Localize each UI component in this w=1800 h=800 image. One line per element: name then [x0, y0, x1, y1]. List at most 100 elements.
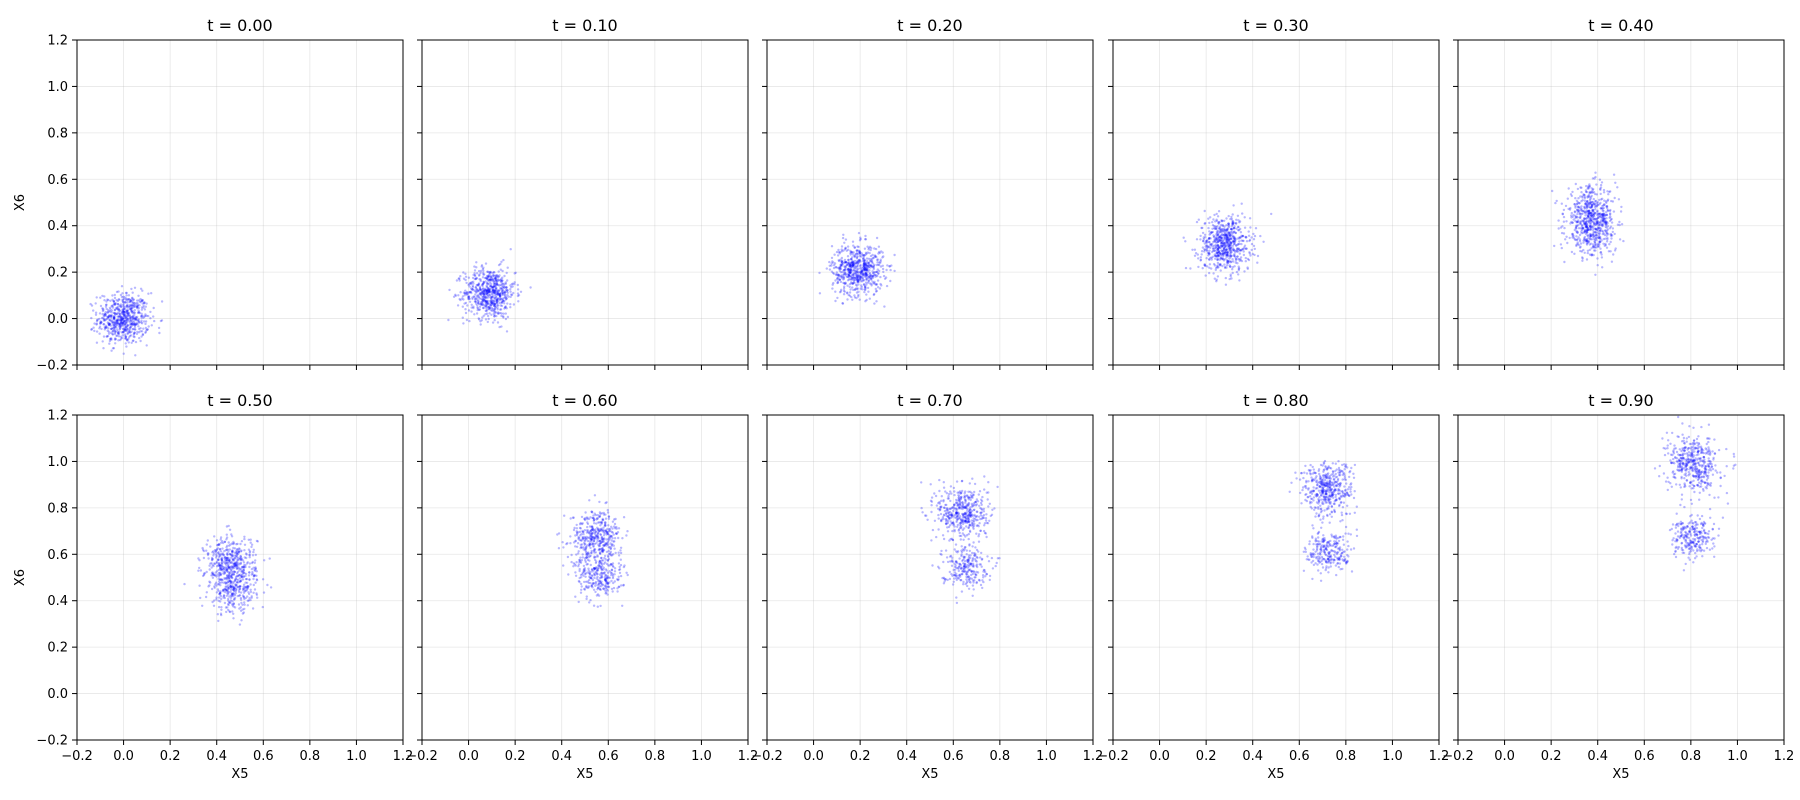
scatter-point	[855, 249, 858, 252]
scatter-point	[1239, 256, 1243, 259]
scatter-point	[492, 285, 495, 289]
scatter-point	[469, 290, 473, 293]
scatter-point	[1591, 177, 1595, 180]
scatter-point	[123, 316, 127, 320]
scatter-point	[1244, 260, 1248, 263]
scatter-point	[497, 279, 500, 282]
scatter-point	[495, 282, 498, 286]
scatter-point	[113, 315, 116, 318]
scatter-point	[500, 301, 503, 305]
scatter-point	[857, 231, 861, 235]
scatter-point	[130, 310, 133, 313]
scatter-point	[131, 310, 135, 313]
scatter-point	[496, 283, 499, 286]
scatter-point	[481, 288, 485, 291]
scatter-point	[460, 297, 464, 300]
x-tick-label: 0.8	[300, 749, 321, 764]
scatter-point	[589, 516, 592, 519]
scatter-point	[485, 289, 488, 293]
scatter-point	[124, 320, 128, 323]
scatter-point	[1236, 214, 1240, 217]
scatter-point	[586, 571, 589, 574]
scatter-point	[147, 325, 150, 328]
scatter-point	[852, 288, 855, 292]
scatter-point	[1565, 220, 1568, 223]
scatter-point	[266, 583, 269, 587]
scatter-point	[504, 281, 507, 284]
scatter-point	[119, 293, 123, 297]
scatter-point	[566, 555, 570, 559]
scatter-point	[578, 580, 581, 584]
scatter-point	[143, 315, 146, 318]
scatter-point	[881, 264, 884, 267]
scatter-point	[498, 298, 502, 302]
scatter-point	[119, 326, 122, 329]
scatter-point	[133, 332, 136, 335]
scatter-point	[600, 521, 603, 524]
scatter-point	[487, 283, 491, 286]
scatter-point	[139, 300, 142, 303]
scatter-point	[1216, 233, 1220, 237]
scatter-point	[217, 568, 220, 572]
scatter-point	[119, 315, 122, 318]
scatter-point	[104, 311, 107, 314]
scatter-point	[231, 610, 234, 613]
scatter-point	[841, 270, 844, 274]
scatter-point	[223, 549, 226, 553]
scatter-point	[251, 554, 255, 557]
scatter-point	[1230, 215, 1233, 219]
scatter-point	[459, 275, 462, 278]
scatter-point	[1599, 183, 1603, 187]
scatter-point	[243, 597, 246, 601]
scatter-point	[126, 324, 129, 327]
x-tick-label: 1.0	[346, 749, 367, 764]
scatter-point	[127, 331, 130, 334]
scatter-point	[875, 300, 878, 303]
scatter-point	[99, 304, 103, 308]
scatter-point	[490, 295, 493, 298]
scatter-point	[844, 238, 848, 241]
scatter-point	[228, 561, 231, 564]
y-tick-label: −0.2	[36, 359, 68, 374]
scatter-point	[132, 339, 135, 342]
scatter-point	[133, 311, 136, 315]
axes-frame	[1457, 39, 1785, 366]
scatter-point	[866, 260, 869, 263]
scatter-point	[112, 299, 116, 303]
scatter-point	[130, 325, 133, 328]
scatter-point	[484, 292, 487, 296]
scatter-point	[137, 325, 140, 328]
scatter-point	[489, 271, 492, 274]
scatter-point	[1589, 225, 1592, 229]
scatter-point	[601, 540, 604, 544]
scatter-point	[98, 325, 102, 328]
scatter-point	[215, 584, 218, 587]
scatter-point	[489, 288, 492, 291]
scatter-point	[1581, 209, 1585, 213]
scatter-point	[119, 303, 123, 306]
scatter-point	[1574, 206, 1577, 209]
scatter-point	[462, 298, 465, 301]
scatter-point	[1583, 193, 1586, 197]
scatter-point	[121, 309, 125, 312]
scatter-point	[1598, 243, 1601, 246]
scatter-point	[246, 599, 249, 602]
scatter-point	[503, 294, 506, 297]
scatter-point	[590, 531, 594, 535]
scatter-point	[475, 283, 478, 287]
scatter-point	[127, 314, 130, 317]
scatter-point	[220, 608, 223, 611]
scatter-point	[140, 312, 143, 315]
scatter-point	[489, 285, 493, 288]
scatter-point	[1622, 239, 1625, 243]
scatter-point	[486, 289, 489, 292]
scatter-point	[476, 301, 480, 304]
scatter-point	[232, 612, 235, 615]
scatter-point	[490, 299, 493, 302]
scatter-point	[588, 601, 591, 604]
scatter-point	[122, 295, 125, 298]
scatter-point	[133, 331, 136, 334]
scatter-point	[1203, 264, 1207, 267]
scatter-point	[866, 281, 870, 284]
scatter-point	[149, 310, 152, 314]
